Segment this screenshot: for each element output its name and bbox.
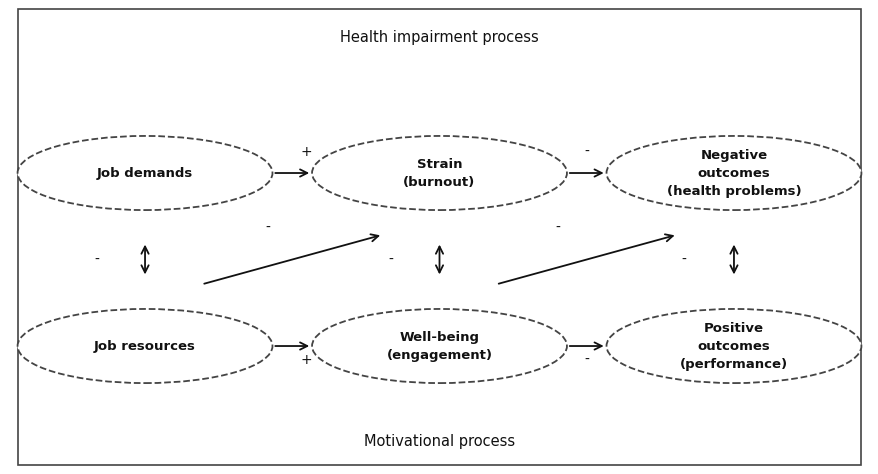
Text: Motivational process: Motivational process [363,434,515,449]
Text: Negative
outcomes
(health problems): Negative outcomes (health problems) [666,148,801,198]
FancyBboxPatch shape [18,9,860,465]
Ellipse shape [312,136,566,210]
Text: Job resources: Job resources [94,339,196,353]
Text: Strain
(burnout): Strain (burnout) [403,157,475,189]
Text: +: + [299,145,312,159]
Ellipse shape [606,136,860,210]
Text: Well-being
(engagement): Well-being (engagement) [386,330,492,362]
Text: Health impairment process: Health impairment process [340,30,538,46]
Text: -: - [584,353,589,367]
Text: +: + [299,353,312,367]
Ellipse shape [312,309,566,383]
Text: -: - [555,220,560,235]
Text: -: - [265,220,270,235]
Text: Positive
outcomes
(performance): Positive outcomes (performance) [679,321,788,371]
Ellipse shape [18,309,272,383]
Text: -: - [584,145,589,159]
Text: -: - [94,253,99,267]
Ellipse shape [18,136,272,210]
Text: Job demands: Job demands [97,166,193,180]
Text: -: - [680,253,686,267]
Ellipse shape [606,309,860,383]
Text: -: - [388,253,393,267]
